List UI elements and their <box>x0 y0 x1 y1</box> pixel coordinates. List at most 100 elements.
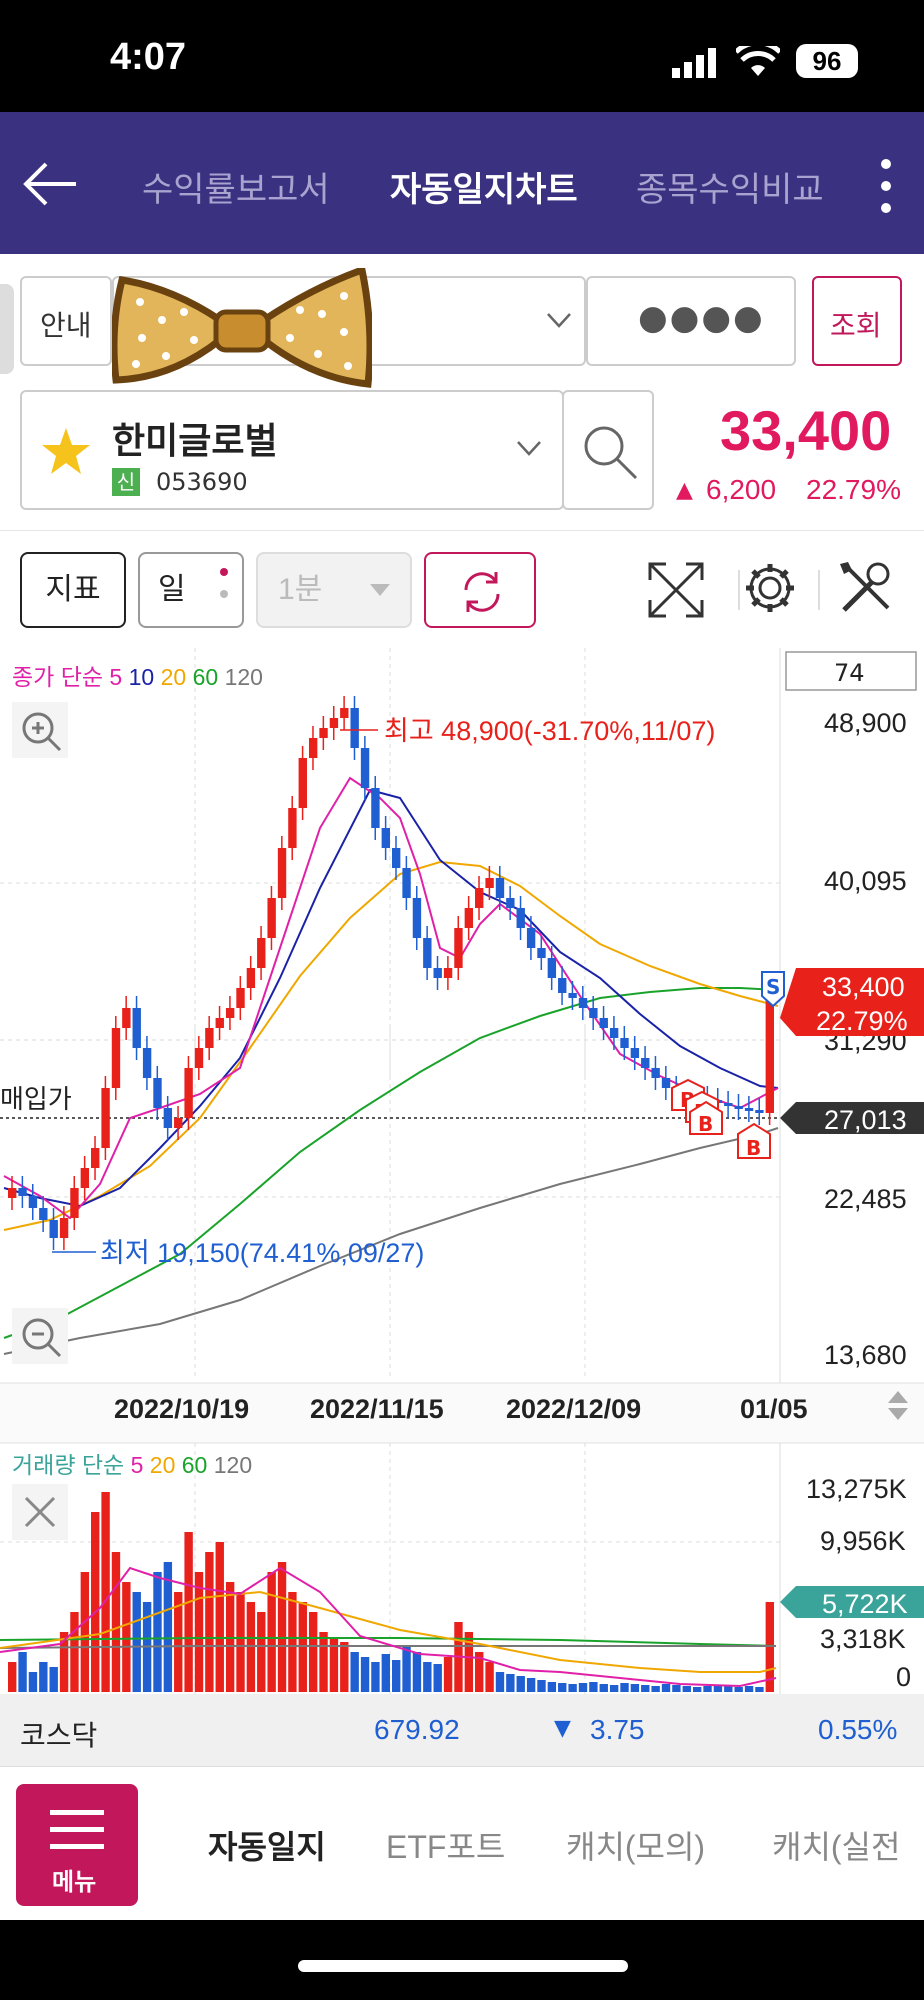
candle <box>257 938 266 968</box>
y-tick: 22,485 <box>824 1184 907 1214</box>
menu-button[interactable]: 메뉴 <box>16 1784 138 1906</box>
password-mask: ●●●● <box>638 298 765 338</box>
bottom-nav-catch-real[interactable]: 캐치(실전 <box>772 1829 901 1865</box>
candle <box>70 1188 79 1218</box>
volume-bar <box>288 1592 297 1692</box>
volume-bar <box>661 1684 671 1692</box>
purchase-price-badge: 27,013 <box>824 1105 907 1135</box>
candle <box>661 1078 671 1088</box>
gear-icon[interactable] <box>742 560 798 616</box>
bottom-nav-catch-mock[interactable]: 캐치(모의) <box>566 1829 706 1865</box>
candle <box>49 1220 58 1238</box>
tab-return-report[interactable]: 수익률보고서 <box>142 171 330 209</box>
scroll-arrows-icon[interactable] <box>888 1391 908 1420</box>
password-field[interactable]: ●●●● <box>586 276 796 366</box>
search-button[interactable] <box>562 390 654 510</box>
candle <box>8 1188 17 1198</box>
vol-legend-ma120: 120 <box>213 1452 253 1478</box>
bottom-nav-etf[interactable]: ETF포트 <box>386 1829 506 1865</box>
back-arrow-icon[interactable] <box>22 160 78 208</box>
candle <box>537 948 546 958</box>
top-navbar: 수익률보고서 자동일지차트 종목수익비교 <box>0 112 924 254</box>
candle <box>298 758 307 808</box>
volume-bar <box>111 1552 121 1692</box>
fullscreen-icon[interactable] <box>648 562 704 618</box>
volume-bar <box>433 1664 442 1692</box>
home-indicator[interactable] <box>298 1960 628 1972</box>
side-drawer-handle[interactable] <box>0 284 14 374</box>
candle <box>641 1058 650 1068</box>
indicator-button[interactable]: 지표 <box>20 552 126 628</box>
period-select[interactable]: 일 <box>138 552 244 628</box>
volume-bar <box>682 1686 691 1692</box>
refresh-icon <box>464 572 500 612</box>
status-bar: 4:07 96 <box>0 0 924 112</box>
market-change: 3.75 <box>590 1714 645 1745</box>
zoom-in-icon[interactable] <box>12 702 68 758</box>
candle <box>589 1008 598 1018</box>
candle <box>236 988 245 1008</box>
candle <box>734 1106 743 1109</box>
chart-area[interactable]: 최고 48,900(-31.70%,11/07) 최저 19,150(74.41… <box>0 648 924 1694</box>
volume-bar <box>412 1652 422 1692</box>
candle <box>755 1110 764 1113</box>
market-value: 679.92 <box>374 1714 460 1745</box>
volume-bar <box>516 1676 525 1692</box>
current-price: 33,400 <box>720 399 892 462</box>
candle <box>267 898 276 938</box>
candle <box>765 988 774 1113</box>
bottom-nav <box>0 1766 924 1920</box>
candle <box>381 828 390 848</box>
tools-icon[interactable] <box>838 560 894 616</box>
current-volume-badge: 5,722K <box>822 1589 908 1619</box>
close-icon[interactable] <box>12 1484 68 1540</box>
count-label: 74 <box>834 659 865 687</box>
query-button[interactable]: 조회 <box>812 276 902 366</box>
candle <box>225 1008 235 1018</box>
volume-bar <box>205 1552 214 1692</box>
stock-select[interactable]: 한미글로벌 신 053690 <box>20 390 564 510</box>
period-dot-icon <box>220 590 228 598</box>
volume-bar <box>360 1657 370 1692</box>
price-chart[interactable]: 최고 48,900(-31.70%,11/07) 최저 19,150(74.41… <box>0 648 924 1694</box>
candle <box>80 1168 90 1188</box>
zoom-out-icon[interactable] <box>12 1308 68 1364</box>
star-icon[interactable] <box>40 426 92 476</box>
volume-bar <box>599 1684 608 1692</box>
hamburger-icon <box>50 1810 104 1849</box>
volume-bar <box>174 1592 183 1692</box>
vol-legend-prefix: 거래량 단순 <box>12 1452 125 1478</box>
status-time: 4:07 <box>110 36 187 78</box>
stock-name: 한미글로벌 <box>112 420 278 461</box>
volume-bar <box>153 1572 162 1692</box>
candle <box>39 1208 48 1220</box>
volume-bar <box>132 1592 141 1692</box>
candle <box>288 808 297 848</box>
candle <box>558 978 567 993</box>
guide-label: 안내 <box>40 310 92 341</box>
candle <box>122 1008 131 1028</box>
candle <box>18 1188 27 1196</box>
more-menu-icon[interactable] <box>876 156 896 216</box>
tab-auto-journal-chart[interactable]: 자동일지차트 <box>390 171 578 209</box>
current-price-badge: 33,400 <box>822 972 905 1002</box>
tab-stock-return-compare[interactable]: 종목수익비교 <box>636 171 824 209</box>
vol-y-tick: 0 <box>896 1662 911 1692</box>
candle <box>620 1038 629 1048</box>
volume-bar <box>589 1682 598 1692</box>
volume-bar <box>277 1562 287 1692</box>
guide-button[interactable]: 안내 <box>20 276 112 366</box>
price-legend: 종가 단순 5 10 20 60 120 <box>12 658 263 692</box>
candle <box>392 848 401 868</box>
volume-bar <box>464 1632 474 1692</box>
candle <box>651 1068 660 1078</box>
bottom-nav-auto-journal[interactable]: 자동일지 <box>208 1829 326 1865</box>
candle <box>724 1103 733 1106</box>
volume-legend: 거래량 단순 5 20 60 120 <box>12 1446 252 1480</box>
volume-bar <box>475 1652 484 1692</box>
candle <box>28 1196 38 1208</box>
interval-select[interactable]: 1분 <box>256 552 412 628</box>
volume-bar <box>734 1687 743 1692</box>
candle <box>547 958 557 978</box>
refresh-button[interactable] <box>424 552 536 628</box>
